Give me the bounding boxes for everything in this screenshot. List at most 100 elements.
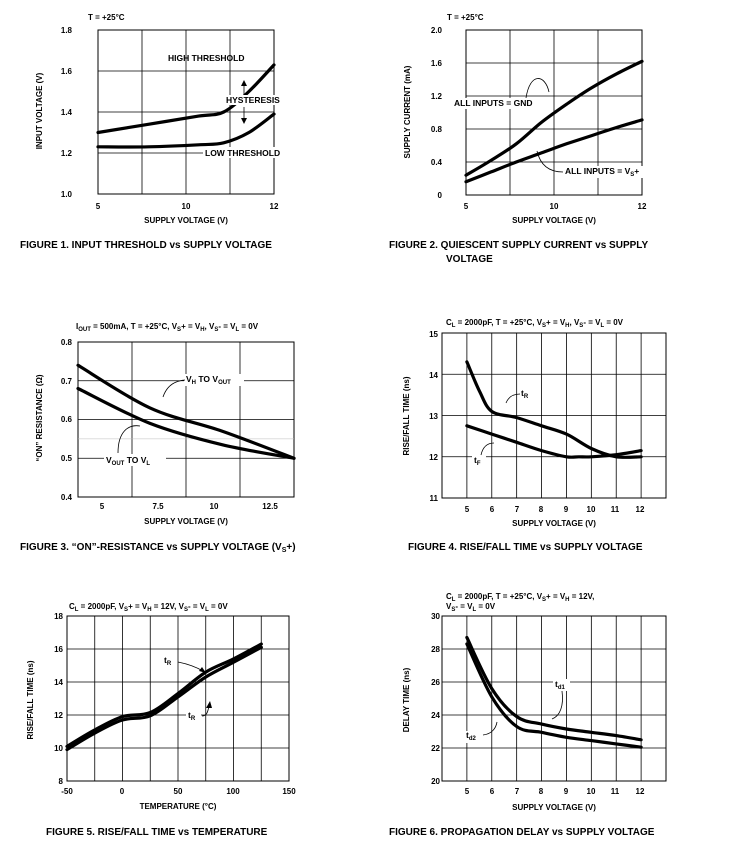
figure-1-ytick: 1.8 bbox=[61, 26, 73, 35]
figure-4-xlabel: SUPPLY VOLTAGE (V) bbox=[512, 519, 596, 528]
figure-5-ytick: 12 bbox=[54, 711, 63, 720]
series-line-1 bbox=[65, 642, 263, 748]
figure-3-caption: FIGURE 3. “ON”-RESISTANCE vs SUPPLY VOLT… bbox=[20, 542, 296, 554]
figure-2-ytick: 0 bbox=[438, 191, 443, 200]
figure-2-grid bbox=[465, 29, 643, 196]
figure-4-caption: FIGURE 4. RISE/FALL TIME vs SUPPLY VOLTA… bbox=[408, 542, 643, 553]
figure-2: T = +25°C 2.0 1.6 1.2 0.8 0.4 0 5 10 12 … bbox=[389, 13, 652, 265]
figure-2-xtick: 5 bbox=[464, 202, 469, 211]
figure-6-xtick: 10 bbox=[587, 787, 596, 796]
figure-6-ytick: 26 bbox=[431, 678, 440, 687]
figure-2-caption: VOLTAGE bbox=[446, 254, 493, 265]
figure-5-caption: FIGURE 5. RISE/FALL TIME vs TEMPERATURE bbox=[46, 827, 268, 838]
figure-5-ytick: 18 bbox=[54, 612, 63, 621]
figure-6-annotation: td2 bbox=[466, 730, 477, 742]
figure-5-ylabel: RISE/FALL TIME (ns) bbox=[26, 660, 35, 739]
figure-3-xlabel: SUPPLY VOLTAGE (V) bbox=[144, 517, 228, 526]
figure-4-annotation: tF bbox=[474, 455, 481, 467]
figure-4-grid bbox=[441, 332, 667, 499]
figure-1-ytick: 1.0 bbox=[61, 190, 73, 199]
figure-2-ytick: 2.0 bbox=[431, 26, 443, 35]
figure-3-xtick: 10 bbox=[210, 502, 219, 511]
figure-6-xtick: 5 bbox=[465, 787, 470, 796]
figure-3-ytick: 0.6 bbox=[61, 415, 73, 424]
figure-4-xtick: 6 bbox=[490, 505, 495, 514]
figure-1-ytick: 1.2 bbox=[61, 149, 73, 158]
figure-6-xtick: 12 bbox=[636, 787, 645, 796]
figure-2-condition: T = +25°C bbox=[447, 13, 484, 22]
series-line-1 bbox=[465, 635, 643, 742]
series-line-2 bbox=[465, 424, 643, 459]
series-line-2 bbox=[464, 118, 644, 184]
figure-4-ylabel: RISE/FALL TIME (ns) bbox=[402, 376, 411, 455]
figure-4-xtick: 8 bbox=[539, 505, 544, 514]
figure-4-ytick: 12 bbox=[429, 453, 438, 462]
figure-4-xtick: 11 bbox=[611, 505, 620, 514]
figure-3-xtick: 12.5 bbox=[262, 502, 278, 511]
figure-1-xtick: 12 bbox=[270, 202, 279, 211]
figure-4-annotation: tR bbox=[521, 388, 529, 400]
figure-6-ytick: 24 bbox=[431, 711, 440, 720]
figure-1-xtick: 5 bbox=[96, 202, 101, 211]
series-line-2 bbox=[465, 642, 643, 749]
series-line-2 bbox=[76, 386, 296, 460]
figure-4-curves bbox=[465, 360, 643, 459]
figure-3-ytick: 0.7 bbox=[61, 377, 73, 386]
figure-6-xtick: 6 bbox=[490, 787, 495, 796]
figure-3-curves bbox=[76, 363, 296, 460]
figure-2-ylabel: SUPPLY CURRENT (mA) bbox=[403, 65, 412, 158]
figure-6-caption: FIGURE 6. PROPAGATION DELAY vs SUPPLY VO… bbox=[389, 827, 655, 838]
figure-6-xtick: 7 bbox=[515, 787, 520, 796]
figure-6-xlabel: SUPPLY VOLTAGE (V) bbox=[512, 803, 596, 812]
figure-5-xlabel: TEMPERATURE (°C) bbox=[140, 802, 217, 811]
figure-4-ytick: 13 bbox=[429, 412, 438, 421]
figure-3-ylabel: “ON” RESISTANCE (Ω) bbox=[35, 374, 44, 461]
figure-6-annotation: td1 bbox=[555, 679, 566, 691]
figure-1-condition: T = +25°C bbox=[88, 13, 125, 22]
figure-1-xlabel: SUPPLY VOLTAGE (V) bbox=[144, 216, 228, 225]
figure-6-condition: CL = 2000pF, T = +25°C, VS+ = VH = 12V, bbox=[446, 592, 594, 603]
figure-2-xlabel: SUPPLY VOLTAGE (V) bbox=[512, 216, 596, 225]
figure-5-xtick: 100 bbox=[226, 787, 240, 796]
figure-5-condition: CL = 2000pF, VS+ = VH = 12V, VS- = VL = … bbox=[69, 602, 228, 613]
figure-6: CL = 2000pF, T = +25°C, VS+ = VH = 12V, … bbox=[389, 592, 667, 838]
figure-5-annotation: tR bbox=[188, 710, 196, 722]
figure-1-caption: FIGURE 1. INPUT THRESHOLD vs SUPPLY VOLT… bbox=[20, 240, 272, 251]
series-line-2 bbox=[65, 645, 263, 752]
figure-5-xtick: 0 bbox=[120, 787, 125, 796]
figure-6-ylabel: DELAY TIME (ns) bbox=[402, 667, 411, 732]
figure-2-xtick: 12 bbox=[638, 202, 647, 211]
figure-6-xtick: 9 bbox=[564, 787, 569, 796]
figure-3-ytick: 0.5 bbox=[61, 454, 73, 463]
figure-6-ytick: 28 bbox=[431, 645, 440, 654]
figure-2-caption: FIGURE 2. QUIESCENT SUPPLY CURRENT vs SU… bbox=[389, 240, 648, 251]
figure-1-annotation: LOW THRESHOLD bbox=[205, 148, 280, 158]
figure-1-annotation: HIGH THRESHOLD bbox=[168, 53, 245, 63]
figure-5-curves bbox=[65, 642, 263, 752]
figure-5: CL = 2000pF, VS+ = VH = 12V, VS- = VL = … bbox=[26, 602, 296, 838]
figure-6-condition: VS- = VL = 0V bbox=[446, 602, 496, 613]
figure-3: IOUT = 500mA, T = +25°C, VS+ = VH, VS- =… bbox=[20, 322, 296, 554]
figure-6-xtick: 11 bbox=[611, 787, 620, 796]
figure-1: T = +25°C 1.8 1.6 1.4 1.2 1.0 5 10 12 SU… bbox=[20, 13, 289, 251]
figure-6-ytick: 22 bbox=[431, 744, 440, 753]
figure-4-xtick: 12 bbox=[636, 505, 645, 514]
figure-3-xtick: 5 bbox=[100, 502, 105, 511]
figure-2-ytick: 1.6 bbox=[431, 59, 443, 68]
figure-4-xtick: 5 bbox=[465, 505, 470, 514]
figure-5-xtick: 50 bbox=[174, 787, 183, 796]
figure-4-xtick: 9 bbox=[564, 505, 569, 514]
figure-2-curves bbox=[464, 59, 644, 184]
figure-4-ytick: 14 bbox=[429, 371, 438, 380]
figure-6-curves bbox=[465, 635, 643, 749]
figure-2-ytick: 0.8 bbox=[431, 125, 443, 134]
figure-5-ytick: 16 bbox=[54, 645, 63, 654]
figure-1-annotation: HYSTERESIS bbox=[226, 95, 280, 105]
figure-2-ytick: 1.2 bbox=[431, 92, 443, 101]
figure-4-xtick: 10 bbox=[587, 505, 596, 514]
figure-2-annotation: ALL INPUTS = VS+ bbox=[565, 166, 639, 178]
figure-6-ytick: 20 bbox=[431, 777, 440, 786]
figure-5-ytick: 8 bbox=[59, 777, 64, 786]
figure-2-ytick: 0.4 bbox=[431, 158, 443, 167]
